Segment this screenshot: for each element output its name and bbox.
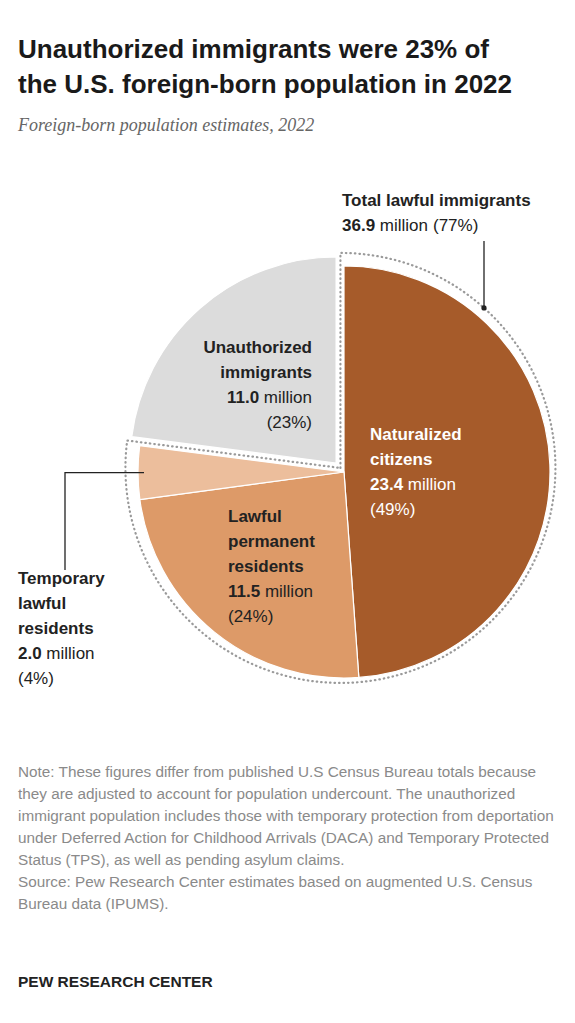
text-span: permanent (228, 532, 315, 551)
notes: Note: These figures differ from publishe… (18, 761, 566, 915)
credit: PEW RESEARCH CENTER (18, 973, 213, 990)
value-label: 36.9 million (342, 216, 428, 235)
text-span: 2.0 (18, 644, 42, 663)
group-outline (125, 253, 555, 683)
chart-canvas: Unauthorized immigrants were 23% of the U… (0, 0, 575, 1023)
percent-label: (49%) (370, 500, 415, 519)
text-span: Lawful (228, 507, 282, 526)
subtitle: Foreign-born population estimates, 2022 (17, 115, 314, 135)
leader-line (65, 473, 144, 570)
pie-slice (132, 257, 336, 463)
text-span: immigrants (220, 363, 312, 382)
percent-label: (23%) (267, 413, 312, 432)
text-span: 23.4 (370, 475, 404, 494)
percent-label: (4%) (18, 669, 54, 688)
slice-label: Temporary lawful residents (18, 569, 105, 638)
value-label: 11.0 million (227, 388, 312, 407)
title: Unauthorized immigrants were 23% of (18, 34, 489, 64)
text-span: residents (18, 619, 94, 638)
leader-line (483, 241, 484, 308)
note: Note: These figures differ from publishe… (18, 761, 566, 871)
text-span: citizens (370, 450, 432, 469)
text-span: million (375, 216, 428, 235)
pie-slice (140, 472, 359, 678)
value-label: 2.0 million (18, 644, 95, 663)
text-span: million (260, 582, 313, 601)
slice-label: Unauthorized immigrants (203, 338, 312, 382)
group-label: Total lawful immigrants (342, 191, 531, 210)
text-span: Naturalized (370, 425, 462, 444)
source: Source: Pew Research Center estimates ba… (18, 871, 566, 915)
text-span: Temporary (18, 569, 105, 588)
slice-label: Naturalized citizens (370, 425, 462, 469)
text-span: lawful (18, 594, 66, 613)
text-span: Unauthorized (203, 338, 312, 357)
text-span: 11.0 (227, 388, 259, 407)
percent-label: (77%) (433, 216, 478, 235)
value-label: 11.5 million (228, 582, 313, 601)
text-span: million (403, 475, 456, 494)
text-span: residents (228, 557, 304, 576)
title: the U.S. foreign-born population in 2022 (18, 69, 512, 99)
text-span: million (42, 644, 95, 663)
page: {"chart_data": { "type": "pie", "title":… (0, 0, 575, 1023)
text-span: 36.9 (342, 216, 375, 235)
text-span: 11.5 (228, 582, 260, 601)
percent-label: (24%) (228, 607, 273, 626)
value-label: 23.4 million (370, 475, 456, 494)
leader-dot (481, 305, 486, 310)
slice-label: Lawful permanent residents (228, 507, 315, 576)
text-span: million (259, 388, 312, 407)
pie-slice (344, 266, 550, 677)
